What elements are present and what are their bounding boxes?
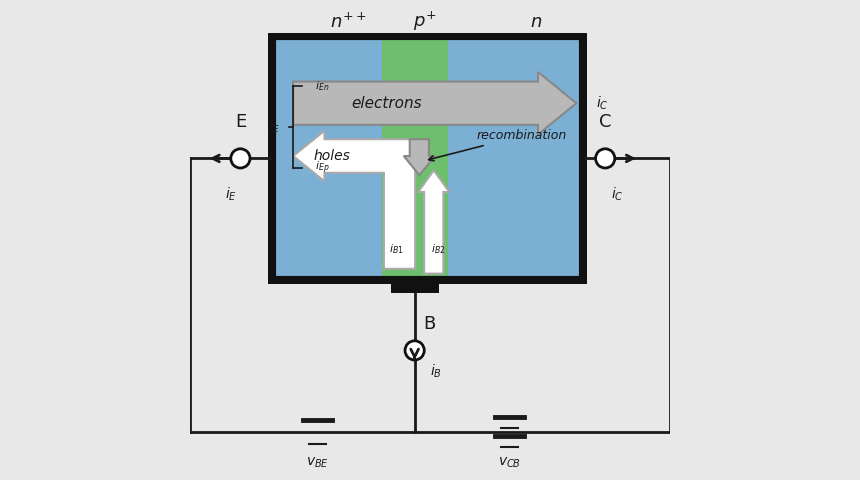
Bar (390, 278, 439, 293)
Polygon shape (403, 139, 435, 175)
Circle shape (405, 341, 424, 360)
Bar (268, 33, 587, 284)
Text: $i_E$: $i_E$ (268, 119, 280, 135)
Text: $v_{CB}$: $v_{CB}$ (498, 456, 521, 470)
Polygon shape (418, 170, 449, 274)
Text: electrons: electrons (352, 96, 422, 111)
Text: $i_C$: $i_C$ (596, 95, 608, 112)
Text: $i_{En}$: $i_{En}$ (315, 80, 329, 93)
Text: holes: holes (313, 149, 350, 163)
Bar (274, 38, 382, 278)
Polygon shape (293, 72, 576, 134)
Text: recombination: recombination (428, 129, 568, 161)
Text: $i_C$: $i_C$ (611, 186, 624, 203)
Text: $n^{++}$: $n^{++}$ (330, 12, 366, 31)
Bar (274, 38, 581, 278)
Text: E: E (235, 113, 246, 132)
Text: $n$: $n$ (530, 12, 542, 31)
Circle shape (596, 149, 615, 168)
Polygon shape (293, 131, 415, 269)
Text: $i_{B2}$: $i_{B2}$ (431, 243, 445, 256)
Bar (382, 38, 447, 278)
Text: $i_{B1}$: $i_{B1}$ (389, 243, 403, 256)
Text: $i_E$: $i_E$ (224, 186, 237, 203)
Text: $v_{BE}$: $v_{BE}$ (305, 456, 329, 470)
Text: $i_B$: $i_B$ (430, 362, 442, 380)
Text: $i_{Ep}$: $i_{Ep}$ (315, 160, 329, 176)
Bar (447, 38, 581, 278)
Circle shape (230, 149, 250, 168)
Text: C: C (599, 113, 611, 132)
Text: B: B (423, 315, 435, 333)
Text: $p^{+}$: $p^{+}$ (414, 10, 437, 33)
